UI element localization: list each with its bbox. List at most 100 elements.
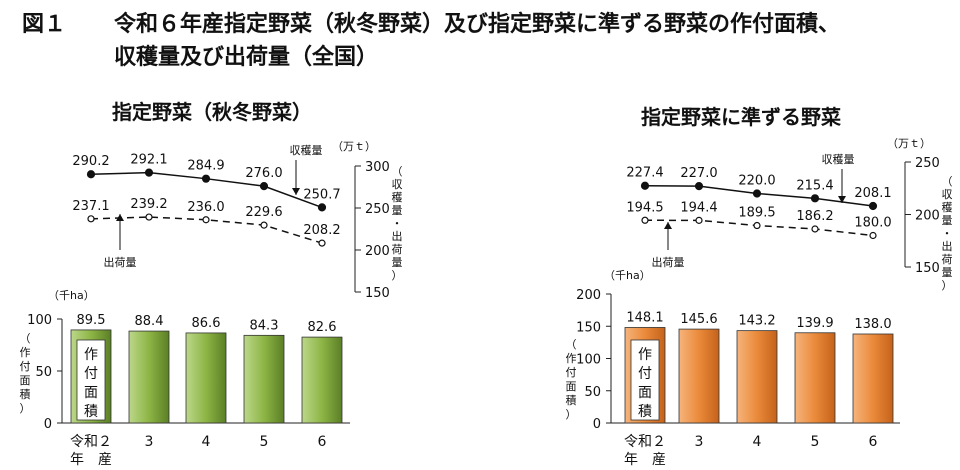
left-bar-bar-label: 面 — [84, 385, 98, 401]
left-line-shipment-arrowhead — [116, 214, 124, 221]
right-bar-bar-label-box — [630, 339, 660, 421]
left-bar-y-label: 面 — [20, 374, 31, 387]
right-bar-y-unit: （千ha） — [604, 269, 651, 282]
right-line-value-label: 194.4 — [680, 200, 717, 215]
right-bar-x-tick-label: 年 産 — [624, 452, 666, 468]
left-line-value-label: 239.2 — [130, 197, 167, 212]
right-bar-bar-value: 148.1 — [626, 310, 663, 325]
right-line-harvest-callout: 収穫量 — [822, 153, 855, 166]
left-bar-bar-label-box — [76, 339, 106, 421]
right-line-shipment-callout: 出荷量 — [652, 255, 685, 269]
left-bar-y-label: 付 — [20, 360, 31, 373]
figure-title: 図１ 令和６年産指定野菜（秋冬野菜）及び指定野菜に準ずる野菜の作付面積、 収穫量及… — [22, 8, 840, 74]
left-line-y-tick-label: 300 — [365, 160, 390, 175]
left-line-harvest-arrowhead — [292, 188, 300, 195]
left-line-value-label: 236.0 — [187, 200, 224, 215]
left-line-point — [318, 239, 326, 247]
left-bar-x-tick-label: 令和２ — [70, 434, 112, 450]
right-bar-bar-value: 139.9 — [796, 316, 833, 331]
left-line-y-label: ・ — [392, 217, 403, 230]
left-line-y-unit: （万ｔ） — [332, 140, 376, 153]
right-bar-bar — [736, 330, 778, 424]
left-line-value-label: 229.6 — [245, 205, 282, 220]
right-line-y-tick-label: 200 — [915, 209, 940, 224]
left-bar-bar — [243, 334, 285, 424]
left-line-value-label: 250.7 — [303, 187, 340, 202]
left-line-value-label: 276.0 — [245, 166, 282, 181]
left-line-y-tick-label: 200 — [365, 244, 390, 259]
right-line-y-tick-label: 250 — [915, 156, 940, 171]
right-line-harvest-arrowhead — [838, 196, 846, 203]
left-line-point — [202, 216, 210, 224]
left-line-point — [144, 168, 154, 177]
left-bar-bar-label: 作 — [84, 347, 98, 363]
left-bar-y-tick-label: 100 — [27, 313, 52, 328]
right-bar-y-label: 面 — [566, 380, 577, 393]
right-line-y-label: 穫 — [942, 201, 953, 214]
right-bar-x-tick-label: 5 — [811, 434, 820, 450]
right-bar-y-tick-label: 0 — [593, 417, 601, 432]
right-line-value-label: 220.0 — [738, 174, 775, 189]
right-bar-y-tick-label: 50 — [584, 385, 601, 400]
right-line-value-label: 227.0 — [680, 166, 717, 181]
left-bar-bar-value: 88.4 — [135, 314, 164, 329]
right-bar-bar-label: 付 — [638, 366, 652, 382]
left-line-y-label: 出 — [392, 229, 403, 243]
right-bar-bar — [852, 333, 894, 424]
left-bar-bar-label: 付 — [84, 366, 98, 382]
right-line-value-label: 186.2 — [796, 209, 833, 224]
right-bar-y-label: ） — [566, 408, 577, 421]
right-line-point — [695, 216, 703, 224]
figure-title-line2: 収穫量及び出荷量（全国） — [114, 45, 379, 70]
right-line-value-label: 227.4 — [626, 166, 663, 181]
left-line-y-label: 量 — [392, 256, 403, 269]
left-line-y-label: 荷 — [392, 243, 403, 256]
left-line-point — [201, 174, 211, 183]
right-line-value-label: 208.1 — [854, 186, 891, 201]
left-bar-bar-value: 84.3 — [250, 318, 279, 333]
right-bar-y-label: 付 — [566, 366, 577, 379]
left-bar-x-tick-label: 年 産 — [70, 452, 112, 468]
left-line-point — [86, 170, 96, 179]
left-panel-title: 指定野菜（秋冬野菜） — [112, 100, 312, 124]
right-line-point — [869, 231, 877, 240]
left-bar-y-tick-label: 0 — [44, 417, 52, 432]
right-bar-y-label: 作 — [566, 352, 577, 365]
left-line-harvest-callout: 収穫量 — [290, 144, 323, 157]
right-line-point — [752, 189, 762, 198]
left-bar-bar-label: 積 — [84, 404, 98, 420]
left-bar-x-tick-label: 5 — [260, 434, 269, 450]
right-line-y-label: ） — [942, 279, 953, 292]
right-bar-bar-label: 積 — [638, 404, 652, 420]
right-bar-bar-label: 面 — [638, 385, 652, 401]
left-line-y-label: ） — [392, 269, 403, 282]
right-line-y-label: 収 — [942, 188, 953, 201]
right-line-value-label: 180.0 — [854, 216, 891, 231]
right-bar-bar — [794, 332, 836, 424]
left-line-point — [87, 215, 95, 223]
left-bar-x-tick-label: 4 — [202, 434, 211, 450]
right-line-point — [641, 216, 649, 224]
right-line-y-unit: （万ｔ） — [887, 137, 931, 150]
left-bar-y-tick-label: 50 — [35, 365, 52, 380]
left-line-value-label: 208.2 — [303, 223, 340, 238]
right-line-value-label: 194.5 — [626, 200, 663, 215]
left-bar-bar — [301, 336, 343, 424]
right-line-y-label: 荷 — [942, 253, 953, 266]
left-line-point — [260, 221, 268, 229]
right-line-shipment-arrowhead — [664, 222, 672, 229]
left-bar-y-label: ） — [20, 402, 31, 415]
right-bar-y-label: 積 — [566, 393, 577, 407]
right-bar-bar-value: 143.2 — [738, 314, 775, 329]
left-bar-y-label: 作 — [20, 346, 31, 359]
right-line-point — [694, 182, 704, 191]
right-line-y-label: 量 — [942, 214, 953, 227]
left-bar-y-label: 積 — [20, 387, 31, 401]
right-bar-bar-label: 作 — [638, 347, 652, 363]
left-bar-x-tick-label: 3 — [145, 434, 154, 450]
left-line-value-label: 284.9 — [187, 159, 224, 174]
right-line-value-label: 215.4 — [796, 178, 833, 193]
left-line-value-label: 292.1 — [130, 153, 167, 168]
right-bar-y-tick-label: 150 — [576, 320, 601, 335]
